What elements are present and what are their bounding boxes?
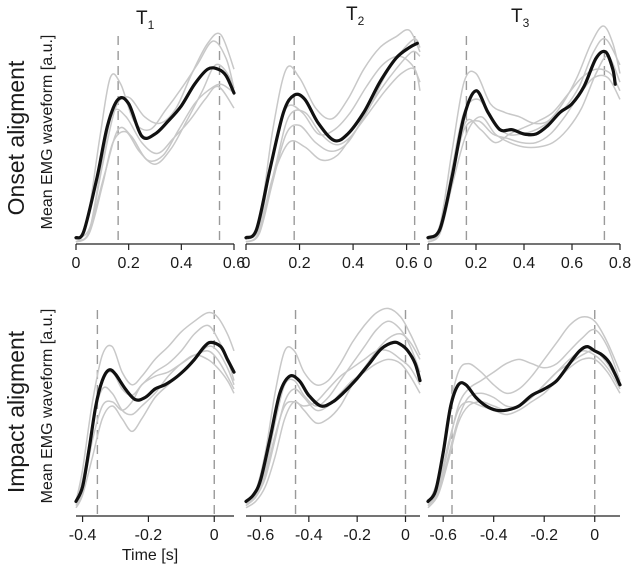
x-tick-label: 0.4 (342, 255, 364, 272)
trial-line-4 (427, 357, 621, 504)
column-title-t2-sub: 2 (358, 14, 365, 28)
ylabel-top: Mean EMG waveform [a.u.] (39, 35, 56, 230)
column-title-t3-main: T (511, 6, 523, 27)
trial-line-1 (427, 316, 621, 504)
ylabel-bottom: Mean EMG waveform [a.u.] (39, 309, 56, 504)
panel-r2-c3: -0.6 -0.4 -0.2 0 (426, 310, 622, 544)
column-title-t3: T3 (511, 6, 530, 30)
row-label-impact: Impact aligment (3, 330, 29, 493)
x-tick-label: -0.6 (247, 527, 275, 544)
x-tick-label: -0.6 (429, 527, 457, 544)
x-tick-label: -0.4 (295, 527, 323, 544)
trial-line-1 (427, 25, 621, 241)
trial-line-3 (427, 328, 621, 507)
trial-line-1 (75, 40, 235, 241)
x-tick-label: 0.4 (170, 255, 192, 272)
column-title-t1: T1 (136, 8, 155, 32)
panel-r1-c3: 0 0.2 0.4 0.6 0.8 (424, 25, 631, 272)
trial-line-4 (245, 349, 421, 505)
trial-line-5 (75, 85, 235, 241)
x-tick-label: -0.2 (530, 527, 558, 544)
panel-r2-c1: -0.4 -0.2 0 (69, 310, 236, 544)
x-tick-label: 0.6 (223, 255, 245, 272)
trial-line-2 (75, 63, 235, 243)
trial-line-2 (427, 55, 621, 243)
panel-r1-c2: 0 0.2 0.4 0.6 (242, 28, 421, 272)
x-tick-label: 0.6 (561, 255, 583, 272)
x-tick-label: -0.2 (343, 527, 371, 544)
panel-r1-c1: 0 0.2 0.4 0.6 (72, 32, 245, 272)
row-label-onset: Onset aligment (3, 60, 29, 215)
x-tick-label: 0 (242, 255, 251, 272)
x-tick-label: 0 (210, 527, 219, 544)
x-tick-label: -0.4 (480, 527, 508, 544)
x-tick-label: 0 (590, 527, 599, 544)
trial-line-3 (75, 32, 235, 243)
x-tick-label: -0.4 (69, 527, 97, 544)
column-title-t3-sub: 3 (523, 16, 530, 30)
panels: 0 0.2 0.4 0.60 0.2 0.4 0.6 0 0.2 0.4 0.6 0.8-0.4 -0.… (69, 25, 631, 544)
x-tick-label: -0.2 (135, 527, 163, 544)
mean-line (74, 340, 236, 503)
mean-line (244, 41, 419, 240)
x-tick-label: 0 (401, 527, 410, 544)
mean-line (74, 66, 236, 240)
panel-r2-c2: -0.6 -0.4 -0.2 0 (244, 307, 422, 544)
x-tick-label: 0 (72, 255, 81, 272)
x-tick-label: 0.4 (513, 255, 535, 272)
trial-line-4 (75, 350, 235, 506)
column-title-t1-sub: 1 (148, 18, 155, 32)
x-tick-label: 0.2 (465, 255, 487, 272)
trial-line-4 (245, 55, 421, 239)
trial-line-1 (245, 28, 421, 241)
x-tick-label: 0 (424, 255, 433, 272)
mean-line (244, 340, 422, 503)
trial-line-1 (245, 307, 421, 505)
column-title-t1-main: T (136, 8, 148, 29)
trial-line-3 (245, 320, 421, 507)
x-tick-label: 0.2 (288, 255, 310, 272)
mean-line (426, 49, 617, 240)
x-tick-label: 0.2 (118, 255, 140, 272)
trial-line-5 (245, 67, 421, 241)
trial-line-2 (245, 50, 421, 243)
x-tick-label: 0.6 (395, 255, 417, 272)
trial-line-4 (75, 83, 235, 239)
column-title-t2: T2 (346, 4, 365, 28)
column-title-t2-main: T (346, 4, 358, 25)
trial-line-2 (75, 345, 235, 509)
mean-line (426, 345, 622, 503)
trial-line-2 (245, 333, 421, 509)
xlabel: Time [s] (122, 547, 178, 564)
trial-line-1 (75, 311, 235, 502)
x-tick-label: 0.8 (609, 255, 631, 272)
